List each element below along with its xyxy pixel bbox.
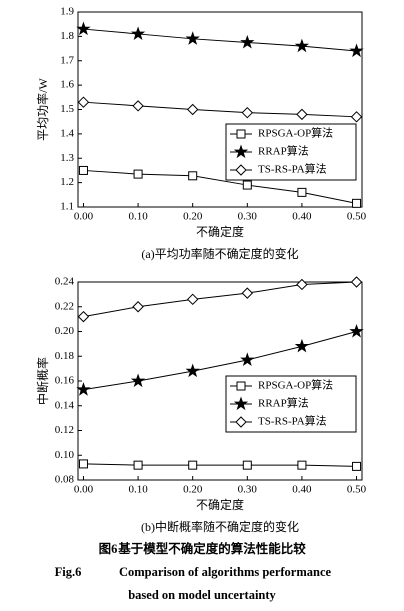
caption: (b)中断概率随不确定度的变化: [141, 519, 299, 534]
marker: [78, 165, 88, 175]
legend-marker: [233, 144, 249, 159]
x-tick-label: 0.00: [74, 211, 94, 223]
series-line: [83, 331, 357, 391]
y-tick-label: 0.10: [55, 449, 75, 461]
marker: [297, 460, 307, 470]
y-tick-label: 1.9: [60, 6, 74, 18]
x-tick-label: 0.40: [292, 211, 312, 223]
y-tick-label: 1.2: [60, 176, 74, 188]
x-tick-label: 0.30: [238, 211, 258, 223]
y-axis-label: 中断概率: [35, 357, 50, 405]
x-tick-label: 0.40: [292, 484, 312, 496]
x-tick-label: 0.00: [74, 484, 94, 496]
x-tick-label: 0.20: [183, 211, 203, 223]
y-tick-label: 1.6: [60, 79, 74, 91]
legend-marker: [236, 381, 246, 391]
x-tick-label: 0.30: [238, 484, 258, 496]
marker: [185, 31, 200, 45]
legend-label: TS-RS-PA算法: [258, 162, 327, 176]
fig-caption: 基于模型不确定度的算法性能比较: [117, 541, 306, 556]
marker: [240, 352, 255, 367]
marker: [77, 96, 90, 108]
marker: [130, 26, 146, 41]
marker: [296, 108, 308, 121]
series-line: [83, 169, 357, 204]
legend-label: RRAP算法: [258, 144, 309, 158]
fig-caption-en: based on model uncertainty: [128, 588, 276, 602]
y-axis-label: 平均功率/W: [35, 78, 50, 141]
marker: [242, 460, 252, 470]
marker: [296, 278, 308, 291]
y-tick-label: 1.4: [60, 127, 74, 139]
marker: [350, 111, 363, 123]
marker: [297, 187, 307, 197]
y-tick-label: 0.08: [55, 474, 75, 486]
fig-label: 图6: [99, 542, 118, 556]
legend-label: RPSGA-OP算法: [258, 126, 333, 140]
series-line: [83, 101, 357, 118]
x-tick-label: 0.10: [128, 484, 148, 496]
y-tick-label: 1.8: [60, 30, 74, 42]
y-tick-label: 0.14: [55, 399, 75, 411]
y-tick-label: 1.1: [60, 201, 74, 213]
marker: [188, 171, 198, 181]
x-tick-label: 0.20: [183, 484, 203, 496]
marker: [185, 363, 200, 378]
fig-label-en: Fig.6: [55, 565, 82, 579]
marker: [241, 287, 254, 299]
marker: [350, 276, 363, 288]
marker: [240, 34, 255, 49]
marker: [352, 198, 362, 208]
y-tick-label: 1.5: [60, 103, 74, 115]
marker: [186, 103, 199, 116]
caption: (a)平均功率随不确定度的变化: [141, 246, 298, 261]
y-tick-label: 0.20: [55, 325, 75, 337]
marker: [349, 323, 364, 338]
series-line: [83, 463, 357, 467]
y-tick-label: 0.22: [55, 300, 74, 312]
marker: [294, 338, 310, 353]
y-tick-label: 0.24: [55, 276, 75, 288]
legend-marker: [235, 416, 247, 428]
fig-caption-en: Comparison of algorithms performance: [119, 565, 332, 579]
legend-marker: [233, 396, 249, 411]
marker: [133, 169, 143, 179]
marker: [76, 21, 91, 36]
series-line: [83, 28, 357, 52]
marker: [349, 43, 364, 58]
y-tick-label: 0.18: [55, 350, 75, 362]
marker: [241, 106, 254, 119]
marker: [188, 460, 198, 470]
y-tick-label: 1.3: [60, 152, 74, 164]
legend-marker: [235, 164, 247, 176]
series-line: [83, 281, 357, 318]
legend-label: RRAP算法: [258, 396, 309, 410]
marker: [186, 293, 199, 306]
marker: [132, 301, 144, 313]
marker: [352, 461, 362, 471]
x-axis-label: 不确定度: [196, 224, 244, 239]
y-tick-label: 0.12: [55, 424, 74, 436]
marker: [133, 460, 143, 470]
y-tick-label: 1.7: [60, 54, 74, 66]
marker: [132, 100, 144, 112]
marker: [78, 459, 88, 469]
legend-label: RPSGA-OP算法: [258, 378, 333, 392]
y-tick-label: 0.16: [55, 375, 75, 387]
marker: [242, 180, 252, 190]
x-tick-label: 0.10: [128, 211, 148, 223]
x-tick-label: 0.50: [347, 211, 367, 223]
marker: [76, 382, 91, 396]
x-axis-label: 不确定度: [196, 497, 244, 512]
legend-marker: [236, 129, 246, 139]
x-tick-label: 0.50: [347, 484, 367, 496]
marker: [130, 373, 146, 388]
marker: [77, 310, 90, 323]
marker: [294, 38, 310, 53]
legend-label: TS-RS-PA算法: [258, 414, 327, 428]
